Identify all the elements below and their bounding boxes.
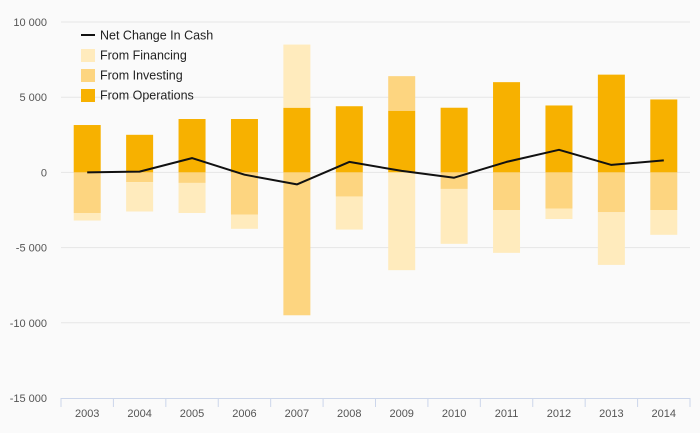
x-tick-label: 2005 bbox=[180, 408, 204, 420]
bar-from-financing-2005 bbox=[178, 182, 206, 214]
x-axis: 2003 2004 2005 2006 2007 2008 2009 2010 2011 2012… bbox=[60, 398, 691, 420]
x-tick-label: 2009 bbox=[389, 408, 413, 420]
legend-swatch bbox=[81, 89, 95, 102]
legend-item[interactable]: From Investing bbox=[81, 69, 183, 83]
bar-from-investing-2007 bbox=[283, 172, 311, 316]
bar-from-financing-2014 bbox=[650, 210, 678, 235]
bar-from-operations-2011 bbox=[493, 82, 521, 173]
bar-from-investing-2013 bbox=[597, 172, 625, 213]
bar-from-investing-2012 bbox=[545, 172, 573, 209]
bar-from-financing-2013 bbox=[597, 212, 625, 265]
bar-from-financing-2007 bbox=[283, 44, 311, 108]
bar-from-operations-2009 bbox=[388, 110, 416, 173]
y-tick-label: 5 000 bbox=[19, 92, 47, 104]
x-tick-label: 2011 bbox=[495, 408, 519, 420]
legend-label: From Financing bbox=[100, 49, 187, 63]
y-tick-label: 0 bbox=[41, 167, 47, 179]
x-tick-label: 2012 bbox=[547, 408, 571, 420]
y-tick-label: -15 000 bbox=[10, 393, 47, 405]
x-tick-label: 2014 bbox=[652, 408, 676, 420]
bar-from-investing-2011 bbox=[493, 172, 521, 210]
y-tick-label: 10 000 bbox=[13, 17, 47, 29]
x-tick-label: 2004 bbox=[127, 408, 151, 420]
x-tick-label: 2008 bbox=[337, 408, 361, 420]
y-tick-label: -10 000 bbox=[10, 318, 47, 330]
legend-swatch bbox=[81, 69, 95, 82]
legend-label: From Investing bbox=[100, 69, 183, 83]
bar-from-financing-2010 bbox=[440, 188, 468, 244]
legend-item[interactable]: From Operations bbox=[81, 89, 194, 103]
bar-from-financing-2006 bbox=[230, 214, 258, 229]
bar-from-investing-2003 bbox=[73, 172, 101, 214]
bar-from-financing-2009 bbox=[388, 172, 416, 271]
bar-from-financing-2003 bbox=[73, 213, 101, 221]
net-change-line bbox=[87, 148, 664, 186]
x-tick-label: 2007 bbox=[285, 408, 309, 420]
x-tick-label: 2006 bbox=[232, 408, 256, 420]
bar-from-operations-2010 bbox=[440, 107, 468, 173]
bar-from-operations-2006 bbox=[230, 119, 258, 173]
x-tick-label: 2013 bbox=[599, 408, 623, 420]
legend-swatch bbox=[81, 49, 95, 62]
x-tick-label: 2010 bbox=[442, 408, 466, 420]
bar-from-investing-2006 bbox=[230, 172, 258, 215]
legend-label: Net Change In Cash bbox=[100, 29, 213, 43]
bar-from-operations-2013 bbox=[597, 74, 625, 173]
bar-from-financing-2011 bbox=[493, 210, 521, 253]
bar-from-operations-2004 bbox=[126, 134, 154, 173]
bar-from-investing-2004 bbox=[126, 172, 154, 183]
bar-from-investing-2008 bbox=[335, 172, 363, 197]
y-tick-label: -5 000 bbox=[16, 243, 47, 255]
bar-from-financing-2012 bbox=[545, 208, 573, 220]
bar-from-investing-2005 bbox=[178, 172, 206, 183]
bar-from-financing-2004 bbox=[126, 182, 154, 212]
x-tick-label: 2003 bbox=[75, 408, 99, 420]
y-axis: 10 000 5 000 0 -5 000 -10 000 -15 000 bbox=[10, 17, 47, 405]
bar-from-operations-2005 bbox=[178, 119, 206, 173]
legend: Net Change In Cash From Financing From Inv… bbox=[81, 29, 213, 103]
bar-from-financing-2008 bbox=[335, 196, 363, 230]
bars bbox=[73, 44, 678, 316]
legend-label: From Operations bbox=[100, 89, 194, 103]
bar-from-investing-2014 bbox=[650, 172, 678, 210]
grid bbox=[61, 21, 690, 324]
net-change-line-path bbox=[87, 148, 664, 186]
legend-item[interactable]: Net Change In Cash bbox=[81, 29, 213, 43]
bar-from-operations-2007 bbox=[283, 107, 311, 173]
bar-from-operations-2003 bbox=[73, 125, 101, 173]
bar-from-operations-2012 bbox=[545, 105, 573, 173]
legend-item[interactable]: From Financing bbox=[81, 49, 187, 63]
bar-from-investing-2009 bbox=[388, 76, 416, 111]
